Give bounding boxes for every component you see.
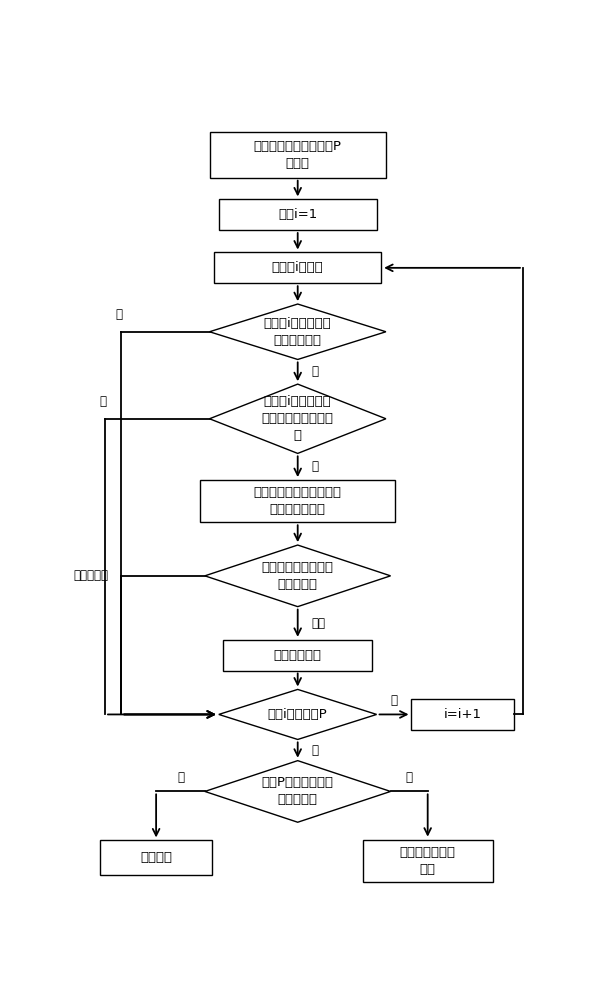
Bar [210, 132, 386, 178]
Text: 否: 否 [311, 460, 319, 473]
Bar [412, 699, 513, 730]
Bar [200, 480, 395, 522]
Text: 判断第i个开关所属
厂站是否处于遥控状
态: 判断第i个开关所属 厂站是否处于遥控状 态 [262, 395, 334, 442]
Text: 是: 是 [99, 395, 106, 408]
Text: 否: 否 [311, 365, 319, 378]
Polygon shape [205, 545, 391, 607]
Text: 控制第i个开关: 控制第i个开关 [272, 261, 323, 274]
Text: 判断第i个开关是否
处于遥控状态: 判断第i个开关是否 处于遥控状态 [264, 317, 332, 347]
Text: 进入下一个轮次
控制: 进入下一个轮次 控制 [400, 846, 456, 876]
Text: 否: 否 [311, 744, 319, 757]
Text: 小于或等于: 小于或等于 [74, 569, 108, 582]
Polygon shape [205, 761, 391, 822]
Polygon shape [219, 689, 377, 739]
Polygon shape [210, 384, 386, 453]
Polygon shape [210, 304, 386, 359]
Bar [363, 840, 492, 882]
Text: 是: 是 [116, 308, 122, 321]
Text: 定义该开关序列中包含P
个开关: 定义该开关序列中包含P 个开关 [254, 140, 341, 170]
Text: 是: 是 [391, 694, 398, 707]
Bar [219, 199, 377, 230]
Text: 否: 否 [406, 771, 413, 784]
Text: 大于: 大于 [311, 617, 326, 630]
Text: 是: 是 [177, 771, 184, 784]
Text: 发送遥控指令: 发送遥控指令 [274, 649, 322, 662]
Text: 与设定的控制间隔时
间进行比较: 与设定的控制间隔时 间进行比较 [262, 561, 334, 591]
Text: 判断i是否小于P: 判断i是否小于P [268, 708, 328, 721]
Bar [223, 640, 372, 671]
Bar [101, 840, 212, 875]
Text: 结束控制: 结束控制 [140, 851, 172, 864]
Text: 判断P个开关是否全
部控制成功: 判断P个开关是否全 部控制成功 [262, 776, 334, 806]
Text: i=i+1: i=i+1 [443, 708, 482, 721]
Bar [214, 252, 382, 283]
Text: 计算与上一个同厂站开关
的控制间隔时间: 计算与上一个同厂站开关 的控制间隔时间 [254, 486, 341, 516]
Text: 定义i=1: 定义i=1 [278, 208, 317, 221]
